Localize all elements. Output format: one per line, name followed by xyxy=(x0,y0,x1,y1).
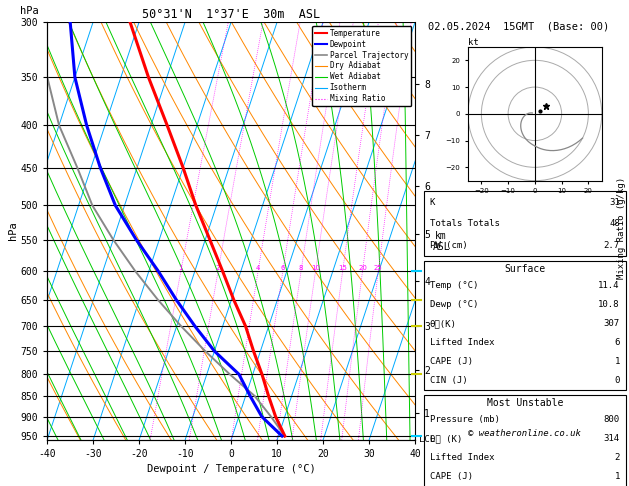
Text: kt: kt xyxy=(468,38,479,47)
Text: θᴄ (K): θᴄ (K) xyxy=(430,434,462,443)
Text: hPa: hPa xyxy=(19,6,38,16)
Text: 10: 10 xyxy=(311,265,320,271)
Text: 314: 314 xyxy=(604,434,620,443)
Text: PW (cm): PW (cm) xyxy=(430,241,467,250)
Text: Temp (°C): Temp (°C) xyxy=(430,281,478,290)
Text: 15: 15 xyxy=(338,265,347,271)
Text: 11.4: 11.4 xyxy=(598,281,620,290)
Text: Mixing Ratio (g/kg): Mixing Ratio (g/kg) xyxy=(617,177,626,279)
X-axis label: Dewpoint / Temperature (°C): Dewpoint / Temperature (°C) xyxy=(147,465,316,474)
Y-axis label: hPa: hPa xyxy=(8,222,18,240)
Text: 8: 8 xyxy=(299,265,303,271)
Text: 1: 1 xyxy=(179,265,183,271)
Text: 25: 25 xyxy=(374,265,382,271)
Text: Lifted Index: Lifted Index xyxy=(430,338,494,347)
Bar xyxy=(424,396,626,486)
Text: 02.05.2024  15GMT  (Base: 00): 02.05.2024 15GMT (Base: 00) xyxy=(428,22,609,32)
Text: LCL: LCL xyxy=(419,435,435,444)
Text: Lifted Index: Lifted Index xyxy=(430,453,494,462)
Text: 1: 1 xyxy=(615,357,620,366)
Text: K: K xyxy=(430,197,435,207)
Text: CIN (J): CIN (J) xyxy=(430,376,467,385)
Text: 6: 6 xyxy=(615,338,620,347)
Text: CAPE (J): CAPE (J) xyxy=(430,472,473,481)
Text: 4: 4 xyxy=(256,265,260,271)
Text: 1: 1 xyxy=(615,472,620,481)
Text: 48: 48 xyxy=(609,219,620,228)
Bar xyxy=(424,191,626,256)
Text: 2.7: 2.7 xyxy=(604,241,620,250)
Bar xyxy=(424,261,626,390)
Text: © weatheronline.co.uk: © weatheronline.co.uk xyxy=(469,429,581,438)
Text: 2: 2 xyxy=(216,265,220,271)
Title: 50°31'N  1°37'E  30m  ASL: 50°31'N 1°37'E 30m ASL xyxy=(142,8,320,21)
Text: 800: 800 xyxy=(604,415,620,424)
Text: 20: 20 xyxy=(358,265,367,271)
Y-axis label: km
ASL: km ASL xyxy=(432,231,450,252)
Text: CAPE (J): CAPE (J) xyxy=(430,357,473,366)
Text: Dewp (°C): Dewp (°C) xyxy=(430,300,478,309)
Text: θᴄ(K): θᴄ(K) xyxy=(430,319,457,328)
Text: 2: 2 xyxy=(615,453,620,462)
Text: 31: 31 xyxy=(609,197,620,207)
Text: 307: 307 xyxy=(604,319,620,328)
Text: Pressure (mb): Pressure (mb) xyxy=(430,415,499,424)
Text: 6: 6 xyxy=(281,265,285,271)
Legend: Temperature, Dewpoint, Parcel Trajectory, Dry Adiabat, Wet Adiabat, Isotherm, Mi: Temperature, Dewpoint, Parcel Trajectory… xyxy=(312,26,411,106)
Text: Most Unstable: Most Unstable xyxy=(487,398,563,408)
Text: Totals Totals: Totals Totals xyxy=(430,219,499,228)
Text: Surface: Surface xyxy=(504,263,545,274)
Text: 0: 0 xyxy=(615,376,620,385)
Text: 10.8: 10.8 xyxy=(598,300,620,309)
